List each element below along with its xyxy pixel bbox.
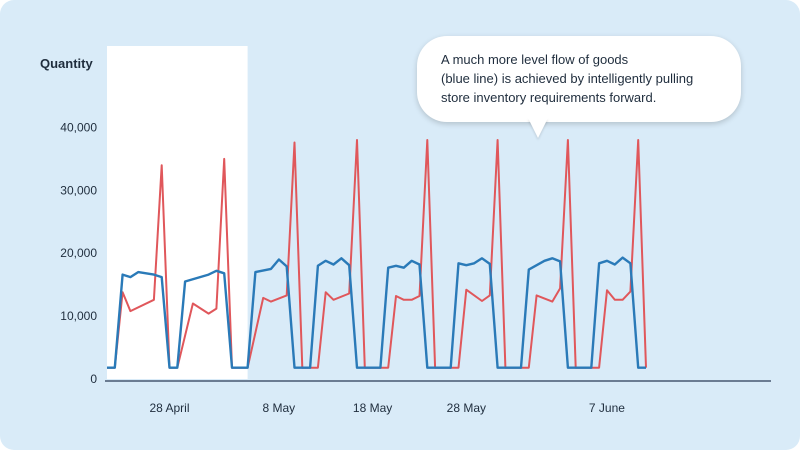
x-tick-label: 8 May [263, 401, 296, 415]
y-tick-label: 20,000 [60, 246, 97, 260]
x-tick-label: 28 April [149, 401, 189, 415]
y-tick-label: 0 [90, 372, 97, 386]
x-tick-label: 28 May [447, 401, 486, 415]
annotation-line-1: A much more level flow of goods [441, 52, 629, 67]
y-tick-label: 30,000 [60, 183, 97, 197]
x-tick-label: 18 May [353, 401, 392, 415]
red-series-line [107, 139, 647, 369]
annotation-line-2: (blue line) is achieved by intelligently… [441, 71, 694, 86]
y-tick-label: 10,000 [60, 309, 97, 323]
callout-pointer [528, 118, 548, 138]
highlight-period [107, 46, 248, 379]
y-axis-title: Quantity [40, 56, 93, 71]
annotation-callout: A much more level flow of goods (blue li… [417, 36, 741, 122]
y-tick-label: 40,000 [60, 120, 97, 134]
blue-series-line [107, 256, 646, 369]
annotation-line-3: store inventory requirements forward. [441, 90, 657, 105]
x-tick-label: 7 June [589, 401, 625, 415]
